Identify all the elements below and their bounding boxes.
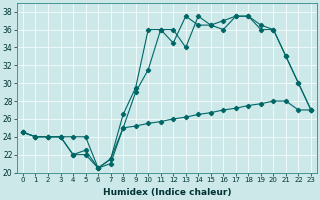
X-axis label: Humidex (Indice chaleur): Humidex (Indice chaleur) bbox=[103, 188, 231, 197]
